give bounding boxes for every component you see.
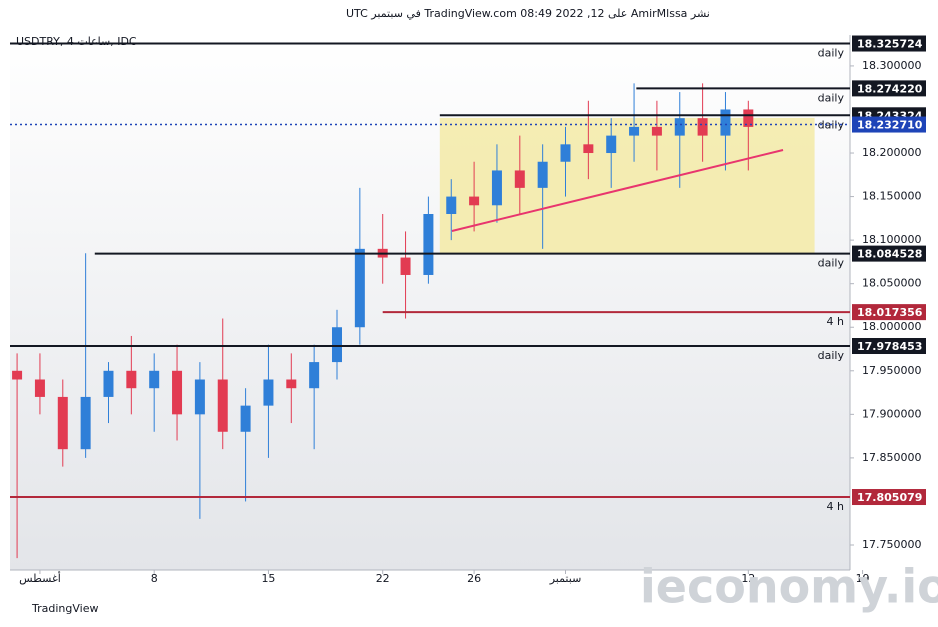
y-tick-label: 18.100000 xyxy=(862,233,922,246)
candle-body xyxy=(583,144,594,154)
y-tick-label: 18.200000 xyxy=(862,146,922,159)
candle-body xyxy=(172,370,183,415)
candle-body xyxy=(400,257,411,275)
level-label-bg xyxy=(852,80,926,97)
candle-body xyxy=(446,196,457,215)
candle-body xyxy=(743,109,754,127)
candle-body xyxy=(354,248,365,328)
candle-body xyxy=(606,135,617,154)
x-tick-label: 22 xyxy=(376,572,390,585)
candle-body xyxy=(194,379,205,415)
candle-body xyxy=(651,126,662,136)
footer: TradingView xyxy=(31,602,98,615)
x-tick-label: سبتمبر xyxy=(549,572,582,585)
x-tick-label: 26 xyxy=(467,572,481,585)
candle-body xyxy=(12,370,23,380)
zone xyxy=(439,117,815,254)
y-tick-label: 18.000000 xyxy=(862,320,922,333)
level-label: 18.017356 xyxy=(857,306,923,319)
candle-body xyxy=(469,196,480,206)
candle-body xyxy=(560,144,571,162)
level-label: 18.084528 xyxy=(857,248,922,261)
y-tick-label: 18.050000 xyxy=(862,277,922,290)
header: نشر AmirMlssa على TradingView.com 08:49 … xyxy=(346,7,710,20)
symbol: USDTRY, 4 ساعات, IDC xyxy=(16,35,137,48)
level-label: 18.274220 xyxy=(857,82,923,95)
candle-body xyxy=(537,161,548,188)
candle-body xyxy=(263,379,274,406)
level-tag: daily xyxy=(818,349,845,362)
candle-body xyxy=(80,396,91,450)
candle-body xyxy=(423,214,434,275)
candle-body xyxy=(34,379,45,397)
current-price-bg xyxy=(852,116,926,133)
candle-body xyxy=(240,405,251,432)
candle-body xyxy=(629,126,640,136)
x-tick-label: 19 xyxy=(856,572,870,585)
current-price-label: 18.232710 xyxy=(857,119,923,132)
candle-body xyxy=(286,379,297,389)
level-label-bg xyxy=(852,489,926,506)
level-tag: daily xyxy=(818,257,845,270)
watermark: ieconomy.io xyxy=(640,560,938,614)
candle-body xyxy=(217,379,228,432)
x-tick-label: 15 xyxy=(261,572,275,585)
level-label: 17.805079 xyxy=(857,491,922,504)
candle-body xyxy=(57,396,68,450)
candle-body xyxy=(720,109,731,136)
level-tag: 4 h xyxy=(827,315,844,328)
x-tick-label: أغسطس xyxy=(19,571,61,585)
candle-body xyxy=(331,327,342,363)
plot: 17.750000 17.850000 17.900000 17.950000 18.0… xyxy=(10,35,926,585)
candle-body xyxy=(103,370,114,397)
level-tag: 4 h xyxy=(827,500,844,513)
x-tick-label: 12 xyxy=(741,572,755,585)
y-tick-label: 17.750000 xyxy=(862,538,922,551)
x-tick-label: 8 xyxy=(151,572,158,585)
level-tag: daily xyxy=(818,47,845,60)
level-label-bg xyxy=(852,35,926,52)
y-tick-label: 18.150000 xyxy=(862,190,922,203)
level-tag: daily xyxy=(818,91,845,104)
y-tick-label: 18.300000 xyxy=(862,59,922,72)
level-label: 18.325724 xyxy=(857,38,923,51)
candle-body xyxy=(697,118,708,136)
level-label: 17.978453 xyxy=(857,340,922,353)
level-label-bg xyxy=(852,304,926,321)
candle-body xyxy=(514,170,525,188)
candle-body xyxy=(491,170,502,206)
y-tick-label: 17.950000 xyxy=(862,364,922,377)
level-label-bg xyxy=(852,338,926,355)
level-label-bg xyxy=(852,245,926,262)
candle-body xyxy=(126,370,137,389)
y-tick-label: 17.900000 xyxy=(862,407,922,420)
trendline xyxy=(451,149,784,232)
candle-body xyxy=(149,370,160,389)
candle-body xyxy=(674,118,685,136)
y-tick-label: 17.850000 xyxy=(862,451,922,464)
candle-body xyxy=(309,362,320,389)
